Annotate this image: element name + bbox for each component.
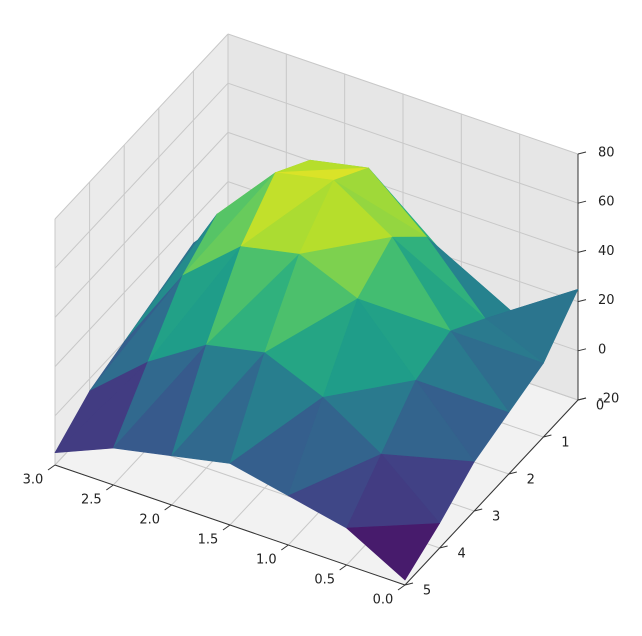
left-pane <box>55 34 228 465</box>
z-tick-label: 20 <box>598 293 615 308</box>
grid-line <box>54 33 229 220</box>
tick-mark <box>577 249 587 253</box>
z-tick-label: 40 <box>598 244 615 259</box>
x-tick-label: 0.5 <box>314 573 335 588</box>
grid-line <box>54 132 229 318</box>
z-tick-label: 0 <box>598 342 606 357</box>
grid-line <box>227 82 579 204</box>
tick-mark <box>164 504 172 511</box>
y-tick-label: 2 <box>527 473 535 488</box>
tick-mark <box>404 582 414 586</box>
tick-mark <box>222 524 231 531</box>
z-tick-label: -20 <box>598 392 619 407</box>
x-tick-label: 2.0 <box>139 513 160 528</box>
grid-line <box>54 181 229 367</box>
z-tick-label: 60 <box>598 195 615 210</box>
x-tick-label: 0.0 <box>373 593 394 608</box>
tick-mark <box>577 348 587 352</box>
x-tick-label: 3.0 <box>23 473 44 488</box>
tick-mark <box>47 464 56 471</box>
y-tick-label: 3 <box>492 510 500 525</box>
y-tick-label: 0 <box>596 399 604 414</box>
grid-line <box>227 33 579 155</box>
tick-mark <box>439 545 448 549</box>
tick-mark <box>577 299 587 303</box>
tick-mark <box>508 471 517 475</box>
tick-mark <box>281 544 289 551</box>
tick-mark <box>577 200 587 204</box>
tick-mark <box>397 584 406 591</box>
tick-mark <box>543 434 552 438</box>
x-tick-label: 1.0 <box>256 553 277 568</box>
grid-line <box>54 82 229 269</box>
surface-facet <box>346 523 440 581</box>
y-tick-label: 4 <box>457 547 465 562</box>
tick-mark <box>577 397 587 401</box>
tick-mark <box>339 564 347 571</box>
grid-line <box>227 131 579 253</box>
tick-mark <box>577 151 587 155</box>
y-tick-label: 5 <box>423 584 431 599</box>
tick-mark <box>474 508 483 512</box>
x-tick-label: 2.5 <box>81 493 102 508</box>
tick-mark <box>106 484 114 491</box>
z-tick-label: 80 <box>598 146 615 161</box>
y-tick-label: 1 <box>561 436 569 451</box>
x-tick-label: 1.5 <box>198 533 219 548</box>
axis-line <box>404 399 579 586</box>
